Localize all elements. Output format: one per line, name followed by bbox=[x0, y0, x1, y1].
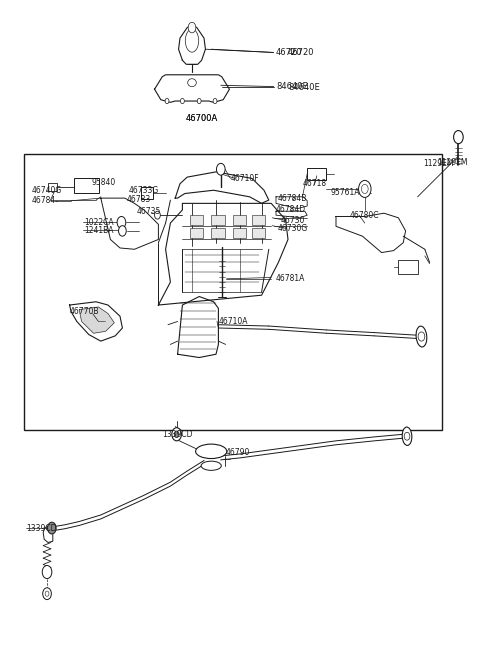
Polygon shape bbox=[276, 197, 307, 209]
Circle shape bbox=[172, 428, 181, 441]
Circle shape bbox=[45, 591, 49, 596]
Bar bbox=[233, 215, 246, 225]
Text: 46770B: 46770B bbox=[70, 307, 99, 316]
Polygon shape bbox=[178, 297, 218, 358]
Circle shape bbox=[119, 226, 126, 236]
Bar bbox=[74, 178, 99, 193]
Polygon shape bbox=[79, 307, 114, 333]
Text: 1241BA: 1241BA bbox=[84, 226, 113, 235]
Text: 46784B: 46784B bbox=[278, 194, 308, 203]
Ellipse shape bbox=[188, 79, 196, 87]
Text: 46783: 46783 bbox=[127, 195, 151, 204]
Text: 46790: 46790 bbox=[226, 448, 250, 457]
Text: 84640E: 84640E bbox=[276, 82, 308, 91]
Bar bbox=[233, 228, 246, 238]
Circle shape bbox=[48, 522, 56, 534]
Text: 95761A: 95761A bbox=[331, 188, 360, 197]
Text: 46784D: 46784D bbox=[276, 205, 305, 215]
Circle shape bbox=[180, 98, 184, 104]
Polygon shape bbox=[158, 203, 288, 305]
Polygon shape bbox=[175, 172, 269, 203]
Ellipse shape bbox=[201, 461, 221, 470]
Text: 46784: 46784 bbox=[31, 196, 56, 205]
Text: 46720: 46720 bbox=[276, 48, 302, 57]
Text: 84640E: 84640E bbox=[288, 83, 320, 92]
Text: 95840: 95840 bbox=[91, 178, 115, 187]
Bar bbox=[190, 215, 203, 225]
Bar bbox=[24, 154, 442, 430]
Text: 1339CD: 1339CD bbox=[162, 430, 193, 439]
Bar bbox=[141, 187, 153, 199]
Circle shape bbox=[117, 216, 126, 228]
Bar bbox=[48, 183, 57, 191]
Bar bbox=[190, 228, 203, 238]
Bar bbox=[307, 168, 326, 180]
Circle shape bbox=[165, 98, 169, 104]
Circle shape bbox=[174, 431, 179, 438]
Polygon shape bbox=[43, 526, 53, 543]
Polygon shape bbox=[101, 198, 158, 249]
Polygon shape bbox=[155, 75, 229, 102]
Circle shape bbox=[155, 211, 160, 219]
Circle shape bbox=[418, 332, 425, 341]
Text: 1339CD: 1339CD bbox=[26, 523, 57, 533]
Text: 46730G: 46730G bbox=[277, 224, 308, 233]
Circle shape bbox=[454, 131, 463, 144]
Circle shape bbox=[42, 565, 52, 579]
Circle shape bbox=[359, 180, 371, 197]
Circle shape bbox=[404, 432, 410, 440]
Text: 1129EM: 1129EM bbox=[423, 159, 454, 169]
Text: 46740G: 46740G bbox=[31, 186, 61, 195]
Polygon shape bbox=[276, 211, 307, 218]
Text: 46720: 46720 bbox=[288, 48, 314, 57]
Bar bbox=[252, 215, 265, 225]
Text: 1022CA: 1022CA bbox=[84, 218, 114, 227]
Text: 1129EM: 1129EM bbox=[437, 158, 468, 167]
Text: 46718: 46718 bbox=[302, 179, 326, 188]
Ellipse shape bbox=[402, 427, 412, 445]
Ellipse shape bbox=[196, 444, 227, 459]
Polygon shape bbox=[336, 213, 406, 253]
Ellipse shape bbox=[185, 29, 199, 52]
Bar bbox=[398, 260, 418, 274]
Text: 46733G: 46733G bbox=[129, 186, 159, 195]
Polygon shape bbox=[179, 25, 205, 64]
Circle shape bbox=[216, 163, 225, 175]
Bar bbox=[211, 228, 225, 238]
Bar bbox=[252, 228, 265, 238]
Text: 46710F: 46710F bbox=[230, 174, 259, 183]
Circle shape bbox=[188, 22, 196, 33]
Text: 46780C: 46780C bbox=[350, 211, 380, 220]
Text: 46730: 46730 bbox=[281, 216, 305, 225]
Ellipse shape bbox=[416, 326, 427, 347]
Text: 46710A: 46710A bbox=[218, 317, 248, 326]
Polygon shape bbox=[70, 302, 122, 341]
Text: 46781A: 46781A bbox=[276, 274, 305, 283]
Circle shape bbox=[43, 588, 51, 600]
Text: 46735: 46735 bbox=[137, 207, 161, 216]
Text: 46700A: 46700A bbox=[185, 113, 218, 123]
Circle shape bbox=[213, 98, 217, 104]
Circle shape bbox=[361, 184, 368, 194]
Bar bbox=[211, 215, 225, 225]
Circle shape bbox=[197, 98, 201, 104]
Text: 46700A: 46700A bbox=[185, 113, 218, 123]
